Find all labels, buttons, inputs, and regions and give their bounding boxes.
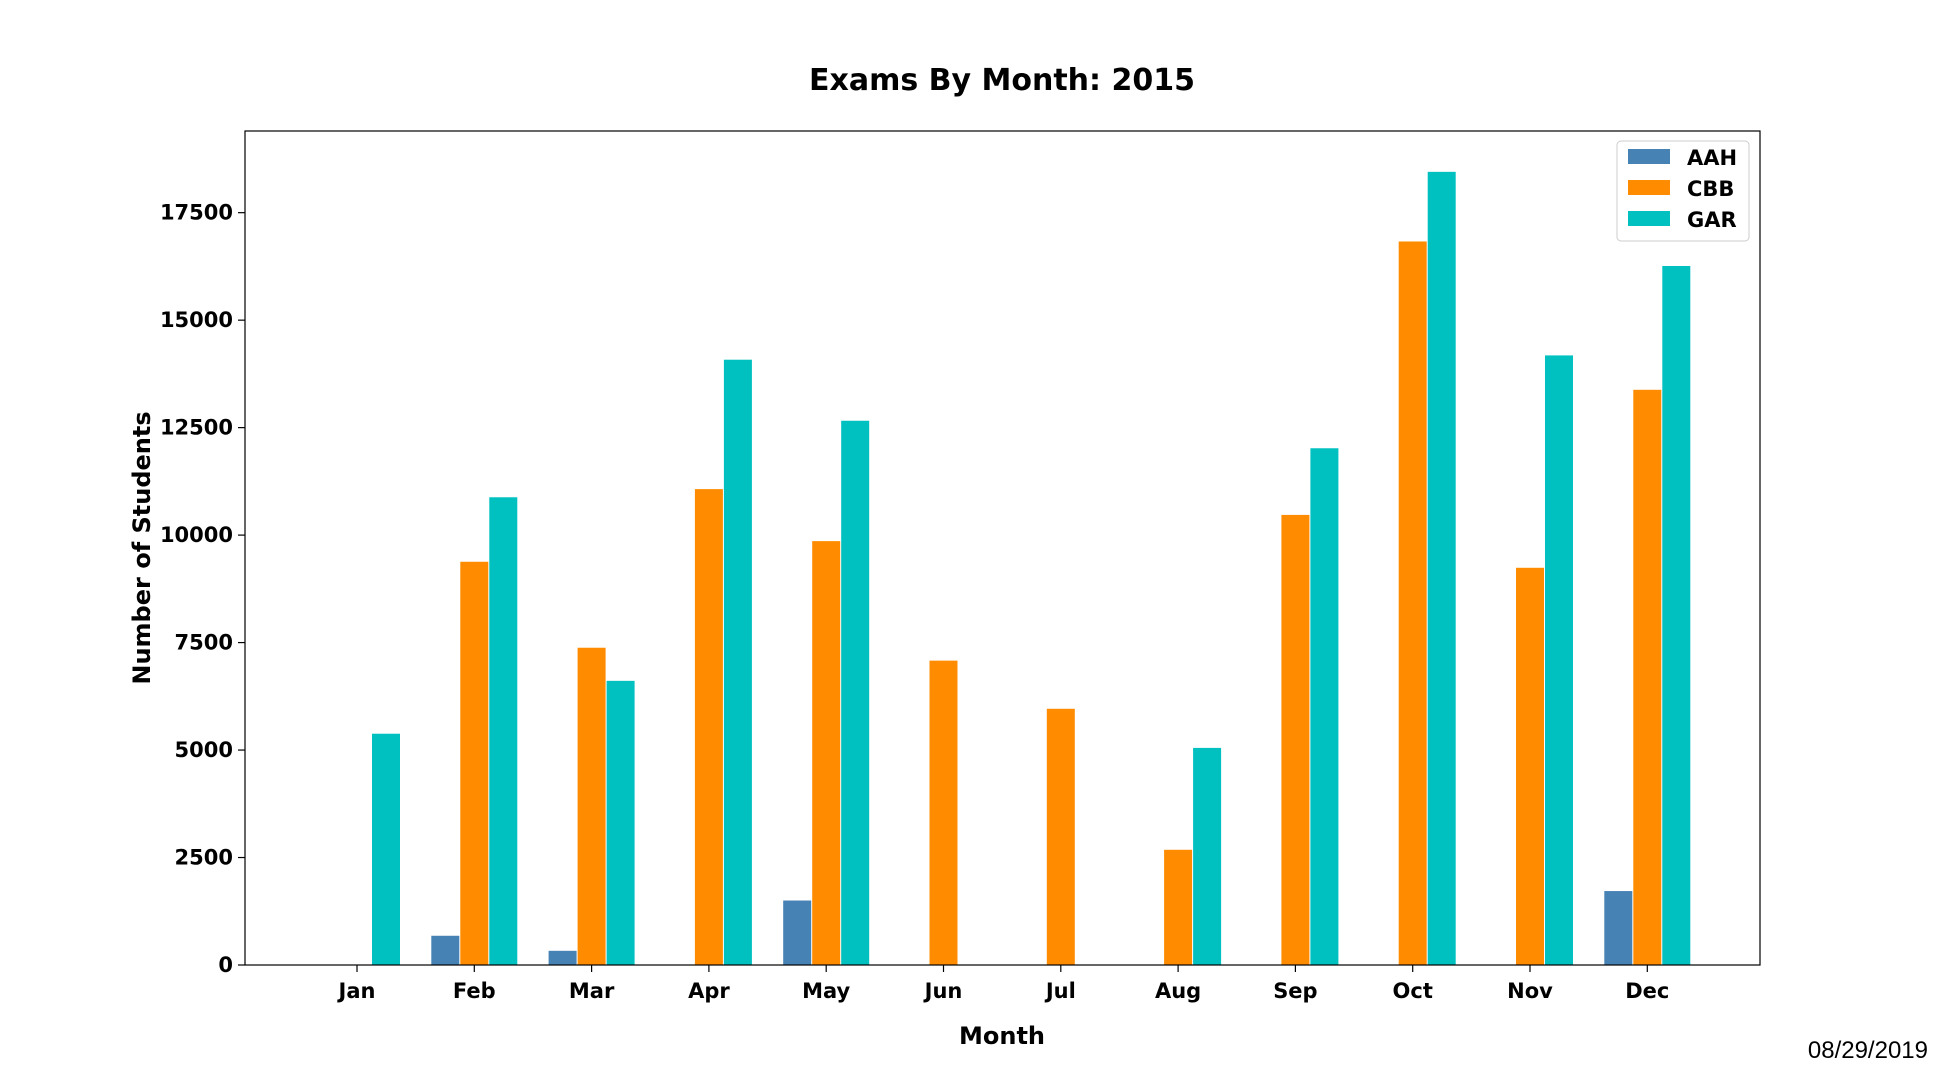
x-tick-label-feb: Feb <box>453 979 496 1003</box>
legend-swatch-cbb <box>1628 180 1670 195</box>
plot-frame <box>244 130 1761 966</box>
bar-gar-mar <box>606 680 635 965</box>
y-axis-ticks: 0 2500 5000 7500 10000 12500 15000 17500 <box>160 201 245 977</box>
x-tick-label-may: May <box>802 979 850 1003</box>
y-tick-label: 7500 <box>175 631 233 655</box>
bar-aah-feb <box>431 935 460 965</box>
bar-cbb-dec <box>1633 389 1662 965</box>
x-tick-label-nov: Nov <box>1507 979 1553 1003</box>
bar-cbb-may <box>812 541 841 965</box>
chart-title: Exams By Month: 2015 <box>809 63 1195 98</box>
bar-aah-may <box>783 900 812 965</box>
bar-gar-jan <box>372 733 400 965</box>
x-tick-label-jan: Jan <box>337 979 376 1003</box>
legend: AAH CBB GAR <box>1616 140 1750 242</box>
bar-gar-oct <box>1427 171 1456 966</box>
bar-cbb-jul <box>1046 708 1075 965</box>
legend-swatch-aah <box>1628 149 1670 164</box>
x-tick-label-apr: Apr <box>688 979 730 1003</box>
bar-cbb-sep <box>1281 514 1310 965</box>
bar-cbb-aug <box>1164 849 1193 965</box>
y-tick-label: 10000 <box>160 523 233 547</box>
bar-aah-dec <box>1604 891 1633 965</box>
bar-cbb-oct <box>1398 241 1427 966</box>
x-tick-label-oct: Oct <box>1393 979 1433 1003</box>
x-tick-label-aug: Aug <box>1155 979 1201 1003</box>
bar-gar-nov <box>1545 355 1573 965</box>
bar-cbb-feb <box>460 561 489 965</box>
bar-cbb-nov <box>1516 567 1544 965</box>
y-tick-label: 2500 <box>175 846 233 870</box>
bar-cbb-jun <box>929 660 958 965</box>
legend-label-cbb: CBB <box>1687 177 1734 201</box>
bars-group <box>372 171 1691 966</box>
bar-gar-feb <box>489 497 518 965</box>
x-tick-label-dec: Dec <box>1625 979 1669 1003</box>
bar-gar-apr <box>723 359 752 966</box>
x-axis-ticks: Jan Feb Mar Apr May Jun Jul Aug Sep Oct Nov Dec <box>337 965 1669 1003</box>
y-tick-label: 17500 <box>160 201 233 225</box>
legend-label-gar: GAR <box>1687 208 1737 232</box>
bar-gar-aug <box>1193 747 1222 965</box>
x-axis-label: Month <box>959 1022 1045 1050</box>
y-tick-label: 0 <box>218 953 233 977</box>
x-tick-label-jul: Jul <box>1044 979 1076 1003</box>
x-tick-label-jun: Jun <box>923 979 963 1003</box>
bar-cbb-mar <box>577 647 606 965</box>
y-tick-label: 5000 <box>175 738 233 762</box>
x-tick-label-sep: Sep <box>1273 979 1317 1003</box>
legend-label-aah: AAH <box>1687 146 1737 170</box>
x-tick-label-mar: Mar <box>569 979 615 1003</box>
bar-gar-may <box>841 420 870 965</box>
date-stamp: 08/29/2019 <box>1808 1037 1928 1064</box>
y-tick-label: 15000 <box>160 308 233 332</box>
bar-cbb-apr <box>694 489 723 965</box>
legend-swatch-gar <box>1628 211 1670 226</box>
bar-gar-sep <box>1310 448 1339 965</box>
bar-aah-mar <box>548 950 577 965</box>
y-tick-label: 12500 <box>160 416 233 440</box>
y-axis-label: Number of Students <box>128 411 156 684</box>
bar-gar-dec <box>1662 265 1691 965</box>
